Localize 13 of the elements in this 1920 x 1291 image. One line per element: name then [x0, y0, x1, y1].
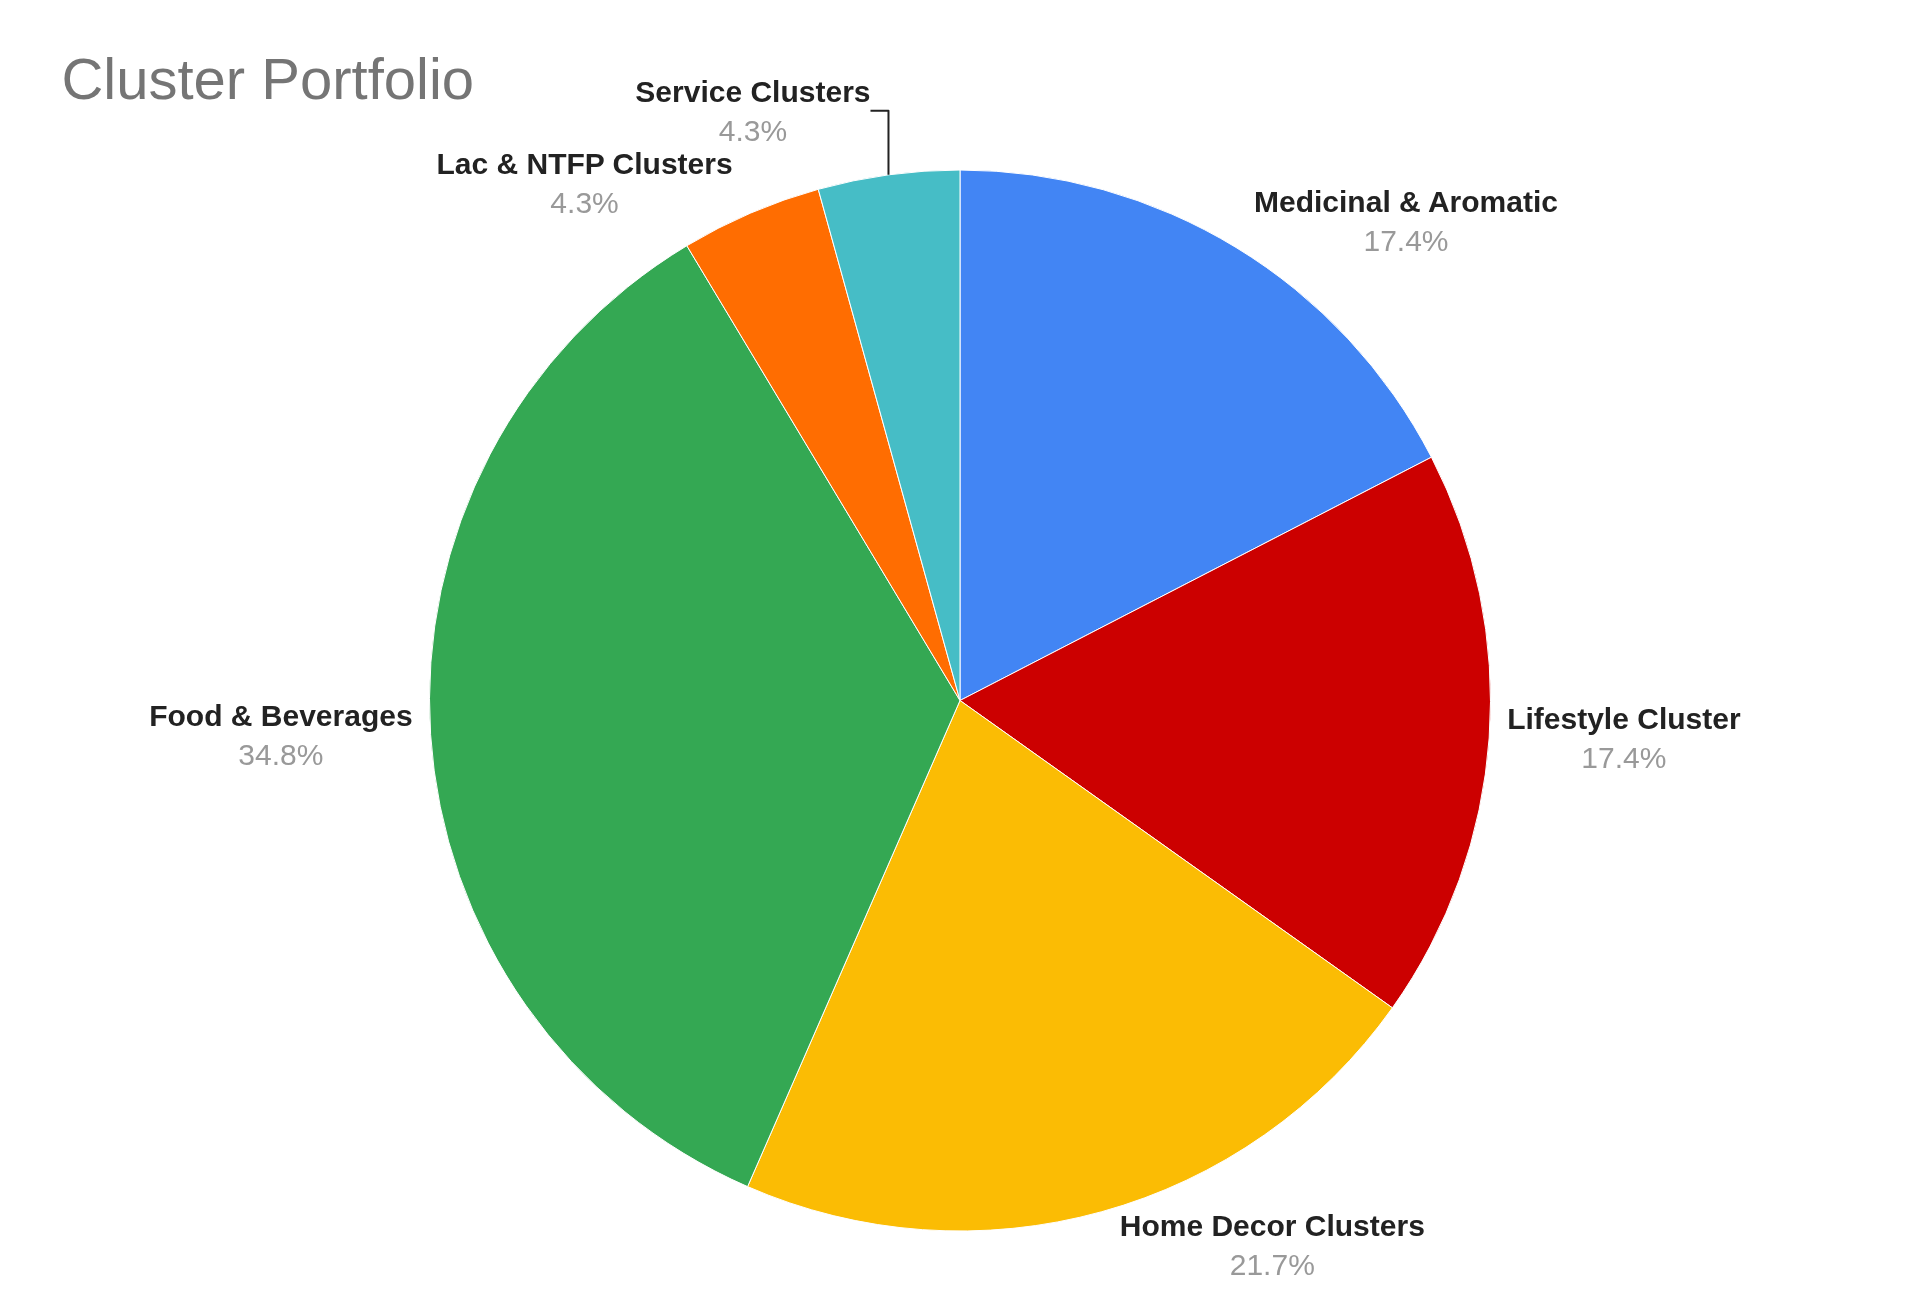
slice-label: Home Decor Clusters — [1119, 1209, 1425, 1243]
slice-label: Lac & NTFP Clusters — [436, 146, 733, 180]
chart-title: Cluster Portfolio — [61, 45, 475, 111]
data-label: 17.4% — [1363, 224, 1449, 258]
slice-label: Lifestyle Cluster — [1507, 702, 1741, 736]
data-label: 4.3% — [718, 113, 788, 147]
data-label: 17.4% — [1581, 741, 1667, 775]
data-label: 34.8% — [238, 737, 324, 771]
slice-label: Food & Beverages — [149, 698, 413, 732]
data-label: 4.3% — [550, 185, 619, 219]
data-label: 21.7% — [1229, 1248, 1315, 1282]
slice-label: Medicinal & Aromatic — [1254, 185, 1558, 219]
slice-label: Service Clusters — [635, 74, 871, 108]
